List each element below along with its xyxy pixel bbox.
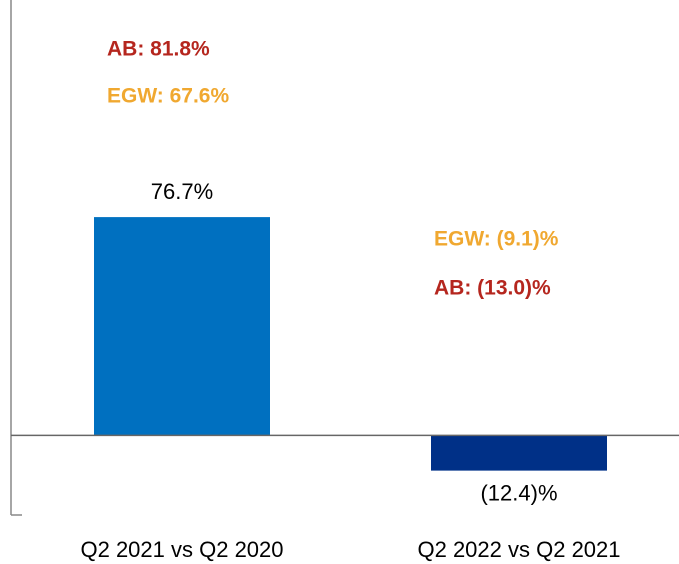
annotation: EGW: (9.1)% [434, 228, 559, 251]
annotation: EGW: 67.6% [107, 85, 229, 108]
value-label: 76.7% [151, 179, 213, 204]
bar [94, 217, 270, 436]
x-tick-label: Q2 2022 vs Q2 2021 [417, 537, 620, 562]
bar [431, 435, 607, 471]
annotation: AB: 81.8% [107, 38, 210, 61]
annotation: AB: (13.0)% [434, 277, 551, 300]
value-label: (12.4)% [480, 480, 557, 505]
x-tick-label: Q2 2021 vs Q2 2020 [80, 537, 283, 562]
